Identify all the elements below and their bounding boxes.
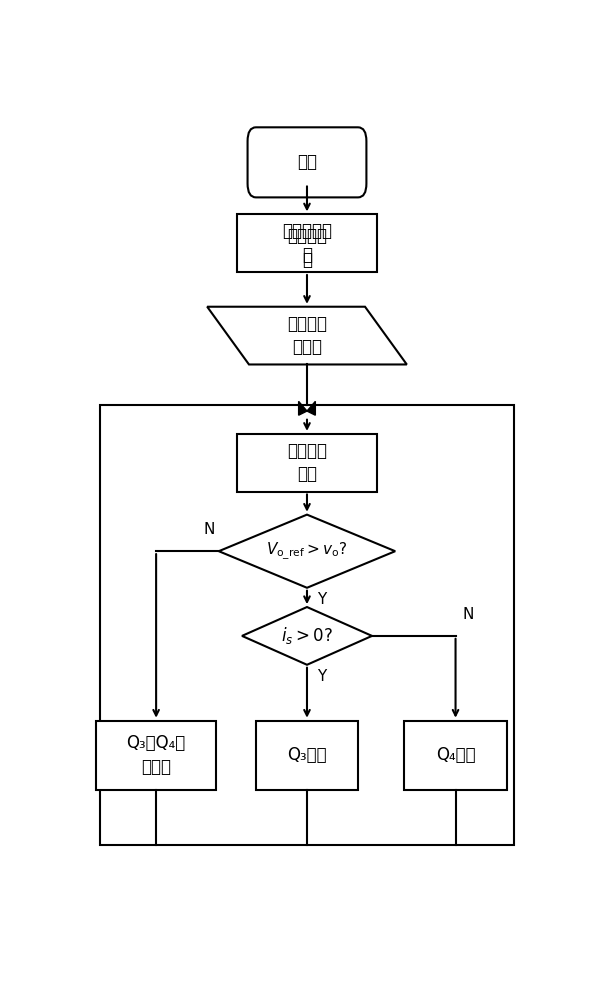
Bar <box>101 405 513 845</box>
Polygon shape <box>242 607 372 665</box>
Text: 开始: 开始 <box>297 153 317 171</box>
Text: 输出电压
采样: 输出电压 采样 <box>287 442 327 483</box>
Text: N: N <box>462 607 474 622</box>
Text: 化: 化 <box>302 251 312 269</box>
Bar <box>237 434 377 492</box>
Text: $V_{\mathrm{o\_ref}}{>}v_{\mathrm{o}}?$: $V_{\mathrm{o\_ref}}{>}v_{\mathrm{o}}?$ <box>267 541 347 562</box>
Polygon shape <box>307 401 315 415</box>
Text: Q₃、Q₄同
时导通: Q₃、Q₄同 时导通 <box>126 734 186 776</box>
Text: 系统初始: 系统初始 <box>287 227 327 244</box>
Text: Y: Y <box>317 592 326 607</box>
Bar <box>404 721 507 790</box>
Text: Y: Y <box>317 669 326 684</box>
Text: Q₃导通: Q₃导通 <box>287 746 327 764</box>
Bar <box>237 214 377 272</box>
Polygon shape <box>207 307 407 364</box>
Text: Q₄导通: Q₄导通 <box>435 746 476 764</box>
Text: N: N <box>204 522 215 537</box>
Bar <box>96 721 216 790</box>
Text: $i_{s}{>}0?$: $i_{s}{>}0?$ <box>281 625 333 646</box>
Text: 参数定义
及赋値: 参数定义 及赋値 <box>287 315 327 356</box>
Polygon shape <box>299 401 307 415</box>
Bar <box>256 721 358 790</box>
Polygon shape <box>219 515 395 588</box>
FancyBboxPatch shape <box>247 127 367 197</box>
Text: 系统初始化
化: 系统初始化 化 <box>282 222 332 264</box>
